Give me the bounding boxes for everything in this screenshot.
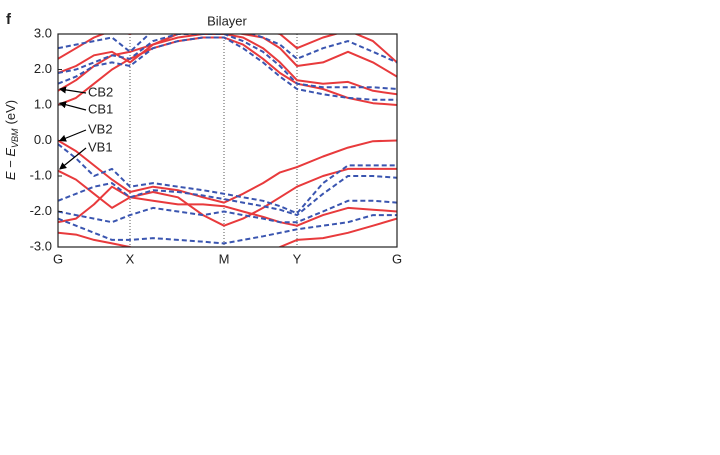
annotation-label: CB2	[88, 84, 113, 99]
band-line	[58, 175, 397, 217]
band-line	[58, 34, 397, 90]
band-line	[58, 185, 397, 227]
y-tick-label: 3.0	[34, 25, 52, 40]
y-label-sub: VBM	[10, 128, 20, 148]
band-line	[58, 34, 397, 96]
x-tick-label: G	[392, 251, 402, 266]
y-axis-label: E − EVBM (eV)	[3, 100, 20, 180]
y-label-main: E − E	[3, 148, 18, 180]
y-tick-label: 0.0	[34, 132, 52, 147]
annotation-arrow	[58, 129, 87, 142]
panel-label: f	[6, 11, 12, 28]
x-tick-label: X	[126, 251, 135, 266]
band-line	[58, 214, 397, 245]
y-tick-label: -1.0	[30, 167, 52, 182]
y-tick-label: 1.0	[34, 96, 52, 111]
annotation-label: CB1	[88, 101, 113, 116]
annotation-arrow	[58, 101, 87, 111]
annotation-arrow	[59, 147, 87, 170]
band-line	[58, 36, 397, 101]
plot-area	[58, 34, 397, 247]
y-tick-label: 2.0	[34, 61, 52, 76]
annotation-arrow	[58, 86, 87, 94]
band-line	[58, 139, 397, 204]
band-line	[58, 34, 397, 78]
y-tick-label: -2.0	[30, 203, 52, 218]
band-line	[58, 34, 397, 64]
y-tick-label: -3.0	[30, 238, 52, 253]
x-tick-label: G	[53, 251, 63, 266]
chart-title: Bilayer	[207, 13, 247, 28]
annotation-label: VB2	[88, 121, 113, 136]
annotation-label: VB1	[88, 139, 113, 154]
band-line	[58, 34, 397, 64]
y-label-unit: (eV)	[3, 100, 18, 125]
band-line	[58, 199, 397, 224]
x-tick-label: Y	[293, 251, 302, 266]
band-line	[58, 143, 397, 215]
band-line	[58, 167, 397, 227]
x-tick-label: M	[219, 251, 230, 266]
band-line	[58, 217, 397, 247]
